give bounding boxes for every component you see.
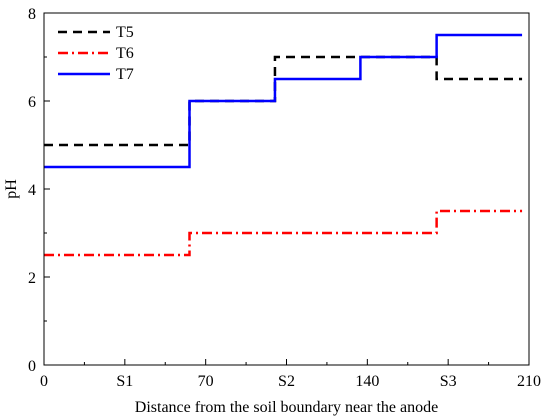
x-tick-label: 70 [198,373,214,390]
y-tick-label: 2 [28,270,36,287]
series-line-t7 [44,33,523,169]
y-axis-title: pH [3,179,20,199]
legend-label-t5: T5 [116,24,134,41]
x-tick-label: 0 [40,373,48,390]
axes-layer: 0 S1 70 S2 140 S3 210 0 2 4 6 8 [28,6,541,390]
legend-label-t6: T6 [116,45,134,62]
legend-label-t7: T7 [116,66,134,83]
x-tick-label: 210 [517,373,541,390]
x-axis-title: Distance from the soil boundary near the… [135,399,438,416]
y-tick-label: 4 [28,182,36,199]
x-tick-label: S3 [440,373,457,390]
x-tick-label: S2 [278,373,295,390]
y-tick-label: 8 [28,6,36,23]
series-line-t6 [44,209,523,257]
x-tick-label: 140 [355,373,379,390]
x-tick-label: S1 [116,373,133,390]
legend: T5 T6 T7 [58,24,134,83]
y-tick-label: 0 [28,358,36,375]
y-tick-label: 6 [28,94,36,111]
series-layer [44,33,523,257]
